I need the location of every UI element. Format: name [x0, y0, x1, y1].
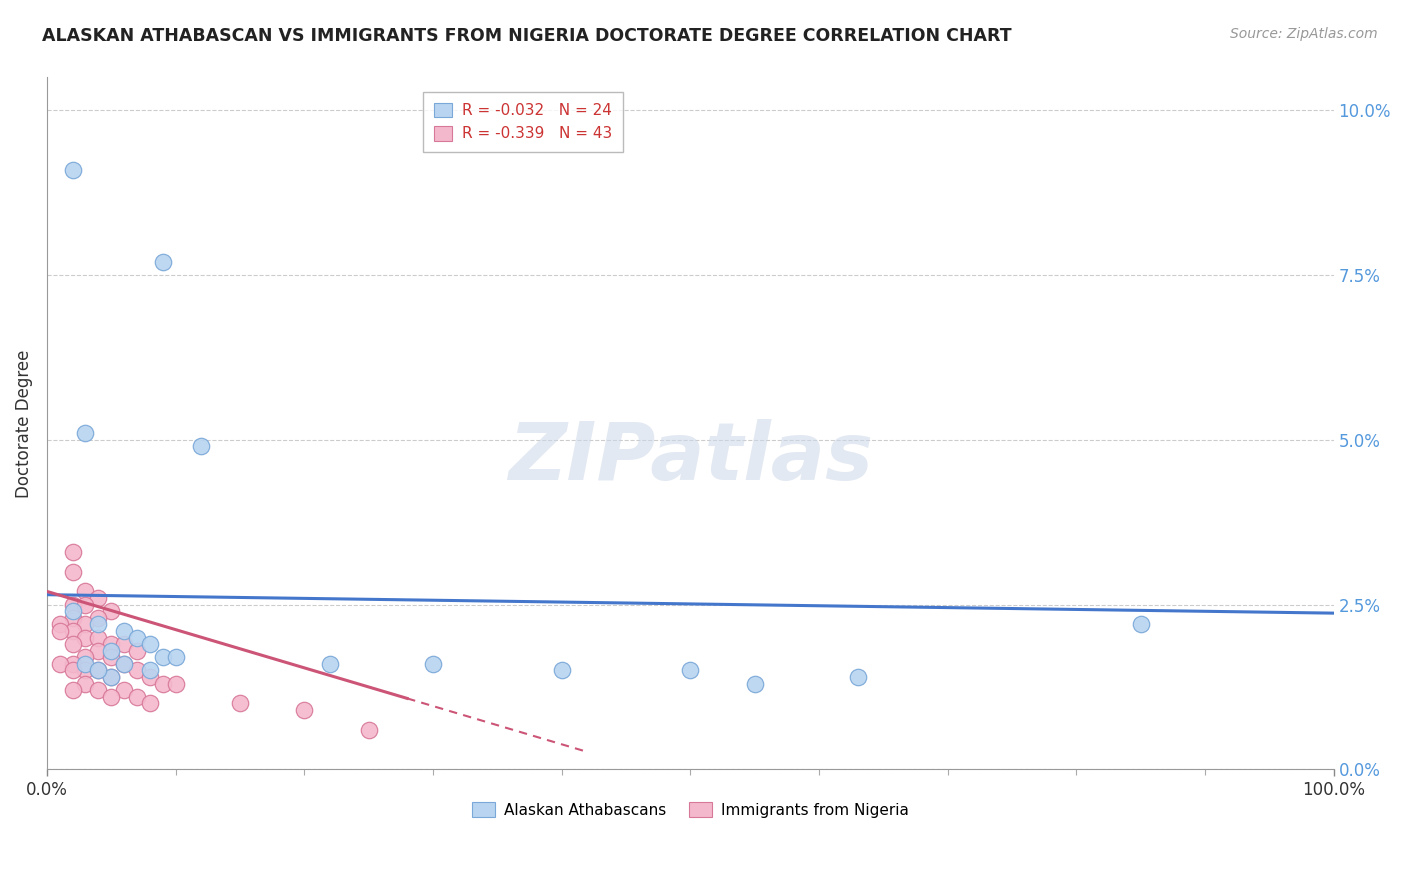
- Point: [550, 664, 572, 678]
- Point: [49, 617, 72, 632]
- Point: [152, 676, 174, 690]
- Point: [112, 657, 135, 671]
- Point: [112, 637, 135, 651]
- Point: [87, 664, 110, 678]
- Point: [62, 657, 84, 671]
- Point: [846, 670, 869, 684]
- Point: [87, 617, 110, 632]
- Point: [75, 657, 97, 671]
- Point: [679, 664, 702, 678]
- Text: Source: ZipAtlas.com: Source: ZipAtlas.com: [1230, 27, 1378, 41]
- Point: [62, 683, 84, 698]
- Point: [87, 611, 110, 625]
- Text: ZIPatlas: ZIPatlas: [508, 419, 873, 497]
- Point: [100, 690, 122, 704]
- Point: [75, 426, 97, 441]
- Point: [62, 545, 84, 559]
- Point: [49, 657, 72, 671]
- Point: [1129, 617, 1152, 632]
- Point: [100, 650, 122, 665]
- Point: [100, 670, 122, 684]
- Point: [87, 591, 110, 605]
- Point: [744, 676, 766, 690]
- Point: [49, 624, 72, 638]
- Point: [139, 697, 162, 711]
- Point: [75, 650, 97, 665]
- Point: [62, 637, 84, 651]
- Point: [75, 617, 97, 632]
- Point: [357, 723, 380, 737]
- Point: [152, 255, 174, 269]
- Legend: Alaskan Athabascans, Immigrants from Nigeria: Alaskan Athabascans, Immigrants from Nig…: [465, 797, 915, 824]
- Text: ALASKAN ATHABASCAN VS IMMIGRANTS FROM NIGERIA DOCTORATE DEGREE CORRELATION CHART: ALASKAN ATHABASCAN VS IMMIGRANTS FROM NI…: [42, 27, 1012, 45]
- Point: [125, 643, 148, 657]
- Point: [62, 604, 84, 618]
- Point: [422, 657, 444, 671]
- Point: [100, 604, 122, 618]
- Point: [62, 611, 84, 625]
- Point: [125, 664, 148, 678]
- Y-axis label: Doctorate Degree: Doctorate Degree: [15, 349, 32, 498]
- Point: [190, 439, 212, 453]
- Point: [62, 624, 84, 638]
- Point: [152, 650, 174, 665]
- Point: [112, 657, 135, 671]
- Point: [139, 670, 162, 684]
- Point: [319, 657, 342, 671]
- Point: [100, 637, 122, 651]
- Point: [165, 650, 187, 665]
- Point: [62, 162, 84, 177]
- Point: [75, 598, 97, 612]
- Point: [139, 637, 162, 651]
- Point: [75, 676, 97, 690]
- Point: [100, 643, 122, 657]
- Point: [87, 683, 110, 698]
- Point: [125, 631, 148, 645]
- Point: [112, 624, 135, 638]
- Point: [125, 690, 148, 704]
- Point: [75, 664, 97, 678]
- Point: [165, 676, 187, 690]
- Point: [62, 664, 84, 678]
- Point: [229, 697, 252, 711]
- Point: [139, 664, 162, 678]
- Point: [112, 683, 135, 698]
- Point: [292, 703, 315, 717]
- Point: [75, 631, 97, 645]
- Point: [100, 670, 122, 684]
- Point: [87, 664, 110, 678]
- Point: [62, 565, 84, 579]
- Point: [75, 584, 97, 599]
- Point: [62, 598, 84, 612]
- Point: [87, 631, 110, 645]
- Point: [87, 643, 110, 657]
